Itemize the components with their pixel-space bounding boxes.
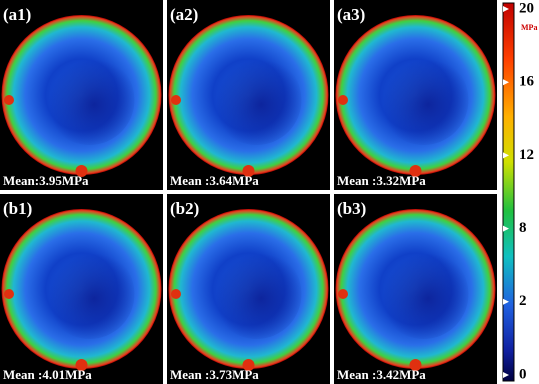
stress-hotspot [338, 289, 348, 299]
colorbar-tick [503, 372, 509, 378]
stress-hotspot [338, 95, 348, 105]
panel-label: (b1) [3, 199, 32, 218]
panel-label: (b2) [170, 199, 199, 218]
mean-label: Mean :3.64MPa [170, 173, 259, 188]
stress-core [44, 55, 135, 145]
stress-core [44, 249, 135, 339]
stress-hotspot [4, 289, 14, 299]
stress-hotspot [171, 95, 181, 105]
panel: (b2) Mean :3.73MPa [167, 194, 330, 384]
colorbar-tick [503, 225, 509, 232]
colorbar-tick-label: 20 [519, 0, 534, 16]
colorbar-tick [503, 6, 509, 12]
colorbar-tick-label: 2 [519, 293, 527, 309]
panel: (a1) Mean:3.95MPa [0, 0, 163, 190]
panel-label: (a3) [337, 5, 365, 24]
mean-label: Mean :3.73MPa [170, 367, 259, 382]
stress-hotspot [171, 289, 181, 299]
panel-label: (b3) [337, 199, 366, 218]
panel-label: (a1) [3, 5, 31, 24]
colorbar-tick-label: 0 [519, 366, 527, 382]
colorbar-tick-label: 16 [519, 74, 535, 90]
stress-hotspot [409, 359, 422, 371]
colorbar-tick [503, 79, 509, 86]
panel: (b1) Mean :4.01MPa [0, 194, 163, 384]
stress-core [211, 249, 302, 339]
colorbar-tick-label: 12 [519, 147, 534, 163]
stress-core [378, 249, 469, 339]
mean-label: Mean :3.32MPa [337, 173, 426, 188]
stress-core [211, 55, 302, 145]
mean-label: Mean:3.95MPa [3, 173, 89, 188]
panel: (a3) Mean :3.32MPa [334, 0, 497, 190]
mean-label: Mean :4.01MPa [3, 367, 92, 382]
stress-hotspot [409, 165, 422, 177]
stress-hotspot [242, 359, 255, 371]
stress-hotspot [75, 359, 88, 371]
colorbar-unit: MPa [521, 23, 537, 32]
mean-label: Mean :3.42MPa [337, 367, 426, 382]
colorbar [502, 2, 515, 382]
stress-core [378, 55, 469, 145]
stress-hotspot [4, 95, 14, 105]
stress-hotspot [75, 165, 88, 177]
colorbar-tick [503, 152, 509, 159]
colorbar-tick-label: 8 [519, 220, 527, 236]
panel: (b3) Mean :3.42MPa [334, 194, 497, 384]
panel-label: (a2) [170, 5, 198, 24]
colorbar-tick [503, 298, 509, 305]
stress-hotspot [242, 165, 255, 177]
panel: (a2) Mean :3.64MPa [167, 0, 330, 190]
